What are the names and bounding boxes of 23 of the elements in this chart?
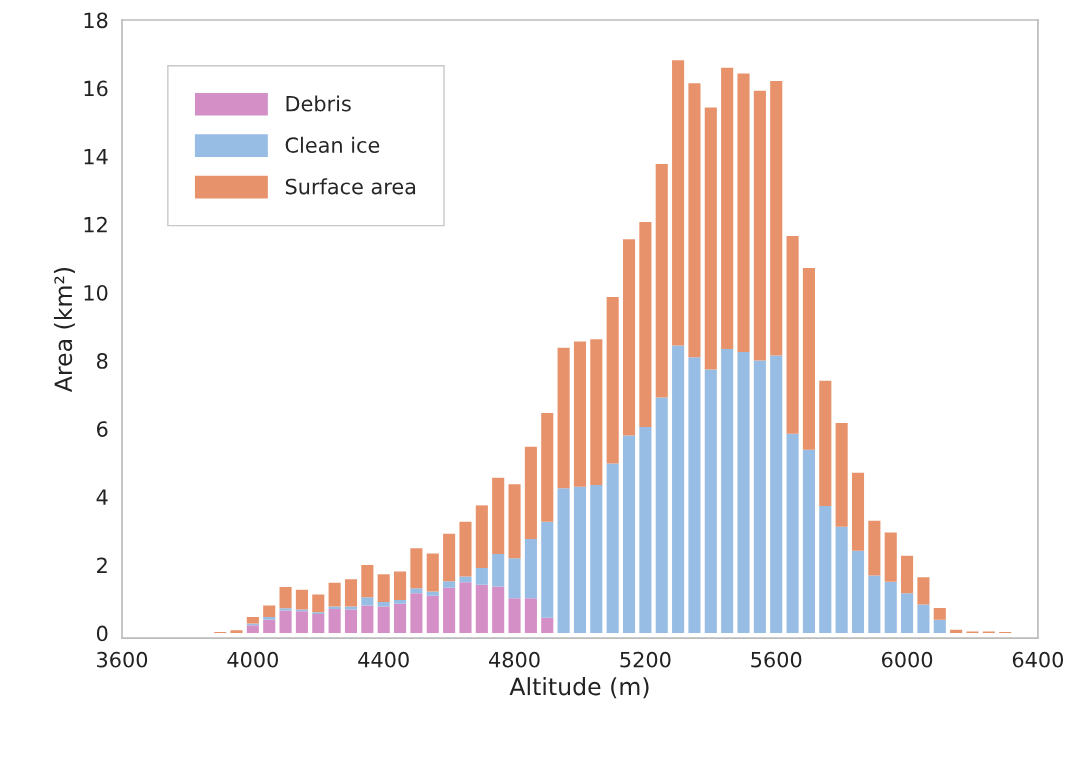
y-axis-title: Area (km²) [53,267,75,393]
y-tick-label: 2 [97,557,107,573]
x-tick-label: 6400 [1012,651,1064,668]
x-tick-label: 5600 [751,651,802,668]
y-tick-label: 4 [96,489,108,505]
y-tick-label: 18 [84,12,108,29]
y-tick-label: 12 [84,216,107,233]
y-tick-label: 10 [84,284,108,301]
x-axis-title: Altitude (m) [509,677,649,699]
x-tick-label: 4800 [489,651,540,668]
y-tick-label: 8 [96,353,108,369]
legend-label: Debris [286,95,351,112]
x-tick-label: 4400 [358,651,409,668]
x-tick-label: 4000 [227,651,278,668]
y-tick-label: 6 [97,421,108,437]
x-tick-label: 3600 [97,651,148,668]
x-tick-label: 5200 [620,651,671,668]
y-tick-label: 16 [84,80,108,97]
x-tick-label: 6000 [882,651,933,668]
y-tick-label: 14 [84,148,108,165]
y-tick-label: 0 [96,625,108,642]
legend-label: Surface area [285,178,416,195]
legend-label: Clean ice [285,136,380,153]
